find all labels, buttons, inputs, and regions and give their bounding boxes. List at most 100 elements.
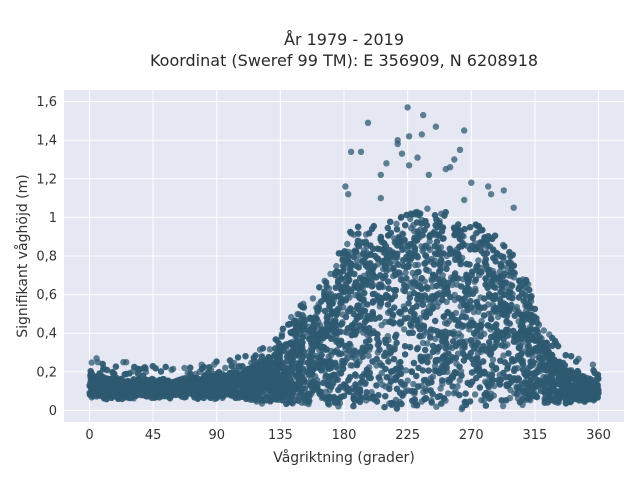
data-point bbox=[382, 393, 389, 400]
data-point bbox=[488, 371, 496, 378]
data-point bbox=[418, 275, 425, 282]
data-point bbox=[439, 377, 446, 384]
data-point bbox=[489, 356, 497, 363]
data-point bbox=[369, 290, 377, 298]
data-point bbox=[451, 270, 459, 277]
data-point bbox=[187, 364, 194, 371]
data-point bbox=[490, 254, 497, 262]
data-point bbox=[411, 261, 419, 269]
data-point bbox=[333, 262, 340, 270]
data-point bbox=[449, 338, 457, 345]
data-point bbox=[398, 319, 405, 326]
data-point bbox=[475, 257, 482, 264]
data-point bbox=[428, 255, 435, 263]
chart-title: År 1979 - 2019 bbox=[284, 30, 404, 49]
data-point bbox=[393, 220, 400, 227]
data-point bbox=[349, 362, 356, 369]
data-point bbox=[437, 385, 444, 392]
data-points bbox=[86, 104, 602, 413]
data-point bbox=[471, 391, 479, 398]
data-point bbox=[378, 362, 385, 369]
data-point bbox=[401, 351, 409, 358]
data-point bbox=[432, 317, 439, 325]
data-point bbox=[500, 352, 507, 359]
data-point bbox=[445, 390, 452, 397]
data-point bbox=[439, 291, 446, 299]
data-point bbox=[379, 381, 386, 388]
data-point bbox=[424, 340, 431, 347]
data-point bbox=[378, 322, 385, 329]
data-point bbox=[375, 374, 382, 381]
data-point bbox=[320, 379, 327, 386]
data-point bbox=[88, 359, 95, 366]
data-point bbox=[279, 325, 287, 332]
data-point bbox=[304, 398, 312, 406]
data-point bbox=[513, 390, 521, 398]
data-point bbox=[359, 378, 366, 385]
data-point bbox=[344, 240, 351, 248]
data-point bbox=[428, 399, 435, 406]
data-point bbox=[484, 322, 491, 329]
data-point bbox=[430, 261, 438, 268]
data-point bbox=[401, 343, 409, 350]
data-point bbox=[308, 379, 315, 386]
data-point bbox=[397, 276, 405, 283]
data-point bbox=[226, 357, 234, 364]
data-point bbox=[443, 265, 450, 272]
data-point bbox=[402, 269, 409, 276]
data-point bbox=[393, 405, 401, 412]
data-point bbox=[401, 326, 408, 333]
data-point bbox=[393, 339, 400, 347]
data-point bbox=[532, 326, 539, 333]
data-point bbox=[447, 293, 454, 301]
data-point bbox=[540, 327, 547, 334]
data-point bbox=[361, 289, 368, 297]
data-point bbox=[472, 276, 479, 283]
data-point bbox=[456, 363, 463, 370]
data-point bbox=[460, 301, 468, 308]
data-point bbox=[589, 361, 597, 368]
data-point bbox=[402, 367, 410, 374]
data-point bbox=[424, 205, 431, 212]
data-point bbox=[295, 311, 303, 318]
data-point bbox=[472, 335, 479, 342]
data-point bbox=[433, 403, 440, 410]
data-point bbox=[482, 275, 489, 282]
data-point bbox=[429, 373, 437, 380]
data-point bbox=[365, 352, 372, 360]
data-point bbox=[401, 306, 409, 313]
data-point bbox=[350, 253, 357, 261]
data-point bbox=[309, 295, 317, 302]
data-point bbox=[356, 322, 363, 329]
data-point bbox=[454, 383, 461, 390]
data-point bbox=[419, 301, 426, 308]
data-point bbox=[316, 284, 323, 291]
data-point bbox=[484, 237, 491, 244]
data-point bbox=[480, 312, 488, 319]
data-point bbox=[486, 339, 493, 346]
data-point bbox=[503, 397, 510, 404]
data-point bbox=[467, 298, 474, 305]
data-point bbox=[428, 277, 436, 284]
data-point bbox=[441, 319, 449, 327]
data-point bbox=[499, 402, 507, 410]
data-point bbox=[420, 388, 427, 396]
data-point bbox=[404, 377, 411, 384]
data-point bbox=[485, 242, 492, 250]
data-point bbox=[498, 397, 505, 404]
data-point bbox=[352, 371, 359, 378]
data-point bbox=[456, 235, 463, 242]
data-point bbox=[266, 346, 274, 353]
data-point bbox=[458, 372, 465, 379]
data-point bbox=[439, 296, 446, 304]
data-point bbox=[350, 402, 357, 410]
data-point bbox=[402, 222, 409, 229]
data-point bbox=[321, 307, 329, 315]
data-point bbox=[368, 283, 376, 290]
data-point bbox=[347, 228, 354, 236]
data-point bbox=[470, 308, 477, 316]
data-point bbox=[467, 337, 474, 344]
data-point bbox=[477, 333, 484, 340]
data-point bbox=[525, 342, 532, 350]
